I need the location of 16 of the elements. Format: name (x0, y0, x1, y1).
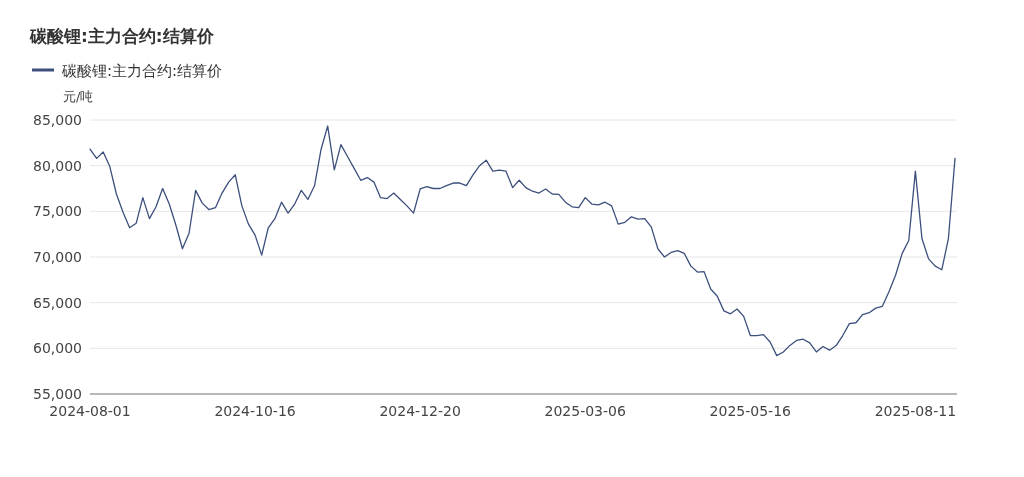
x-tick-label: 2025-05-16 (709, 403, 792, 419)
y-tick-label: 55,000 (33, 386, 82, 402)
y-tick-label: 65,000 (33, 294, 82, 311)
y-tick-label: 70,000 (33, 249, 82, 265)
x-tick-label: 2025-08-11 (874, 403, 957, 419)
y-tick-label: 85,000 (33, 112, 82, 128)
chart-title: 碳酸锂:主力合约:结算价 (29, 26, 215, 46)
y-tick-label: 80,000 (33, 157, 82, 174)
y-tick-label: 75,000 (33, 203, 82, 220)
y-tick-label: 60,000 (33, 340, 82, 357)
legend-label: 碳酸锂:主力合约:结算价 (61, 62, 223, 80)
x-tick-label: 2024-08-01 (49, 403, 131, 419)
x-tick-label: 2024-10-16 (214, 403, 296, 419)
y-axis-title: 元/吨 (63, 89, 94, 104)
x-tick-label: 2024-12-20 (379, 403, 461, 419)
x-tick-label: 2025-03-06 (544, 403, 626, 419)
